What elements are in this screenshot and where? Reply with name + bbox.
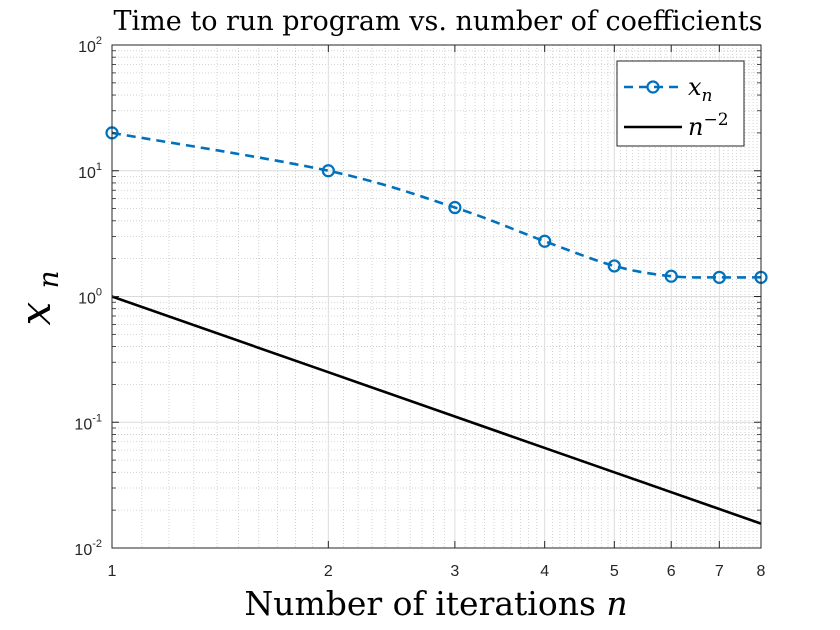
series-n-power (111, 295, 762, 525)
x-tick-labels: 1 2 3 4 5 6 7 8 (108, 563, 766, 580)
y-tick-label-exponent: 1 (96, 161, 102, 173)
legend-box (616, 60, 745, 147)
x-axis-label: Number of iterations n (244, 584, 627, 623)
x-axis-label-words: Number of iterations (244, 584, 606, 623)
y-tick-label-exponent: 0 (96, 287, 102, 299)
x-tick-label: 7 (715, 563, 724, 580)
data-point (321, 164, 335, 178)
y-tick-label-exponent: -1 (92, 412, 102, 424)
legend-marker (646, 80, 660, 94)
chart-title: Time to run program vs. number of coeffi… (114, 6, 763, 37)
y-tick-label-base: 10 (74, 542, 92, 559)
data-point (664, 269, 678, 283)
y-tick-label: 10-2 (74, 538, 102, 559)
legend-label: xn (688, 73, 713, 106)
x-axis-label-var: n (606, 584, 627, 623)
legend-label-base: n (688, 113, 703, 141)
x-tick-label: 1 (108, 563, 117, 580)
data-point (538, 234, 552, 248)
data-point (448, 200, 462, 215)
y-tick-label-exponent: 2 (96, 35, 102, 47)
y-tick-label-base: 10 (78, 39, 96, 56)
y-tick-label: 101 (78, 161, 102, 182)
x-tick-label: 2 (324, 563, 333, 580)
y-tick-label-base: 10 (74, 416, 92, 433)
legend-label-sup: −2 (703, 110, 728, 130)
legend-label-sub: n (702, 86, 713, 106)
series-line (111, 295, 762, 525)
data-point (712, 270, 726, 284)
legend: xnn−2 (616, 60, 745, 147)
x-tick-label: 8 (757, 563, 766, 580)
x-tick-label: 6 (667, 563, 676, 580)
y-tick-label-base: 10 (78, 291, 96, 308)
legend-label-base: x (688, 73, 702, 101)
x-tick-label: 4 (540, 563, 549, 580)
y-tick-label: 102 (78, 35, 102, 56)
y-tick-label-exponent: -2 (92, 538, 102, 550)
legend-entries: xnn−2 (624, 73, 729, 141)
x-tick-label: 3 (450, 563, 459, 580)
tick-marks (111, 44, 762, 549)
y-tick-label: 10-1 (74, 412, 102, 433)
y-axis-label-sub: n (32, 270, 65, 288)
y-axis-label: x n (11, 270, 65, 325)
legend-entry: xn (624, 73, 713, 106)
y-axis-label-base: x (11, 302, 60, 326)
legend-label: n−2 (688, 110, 729, 141)
data-point (607, 259, 621, 273)
y-tick-label: 100 (78, 287, 102, 308)
y-tick-label-base: 10 (78, 165, 96, 182)
legend-entry: n−2 (624, 110, 729, 141)
minor-grid (112, 45, 761, 548)
x-tick-label: 5 (610, 563, 619, 580)
